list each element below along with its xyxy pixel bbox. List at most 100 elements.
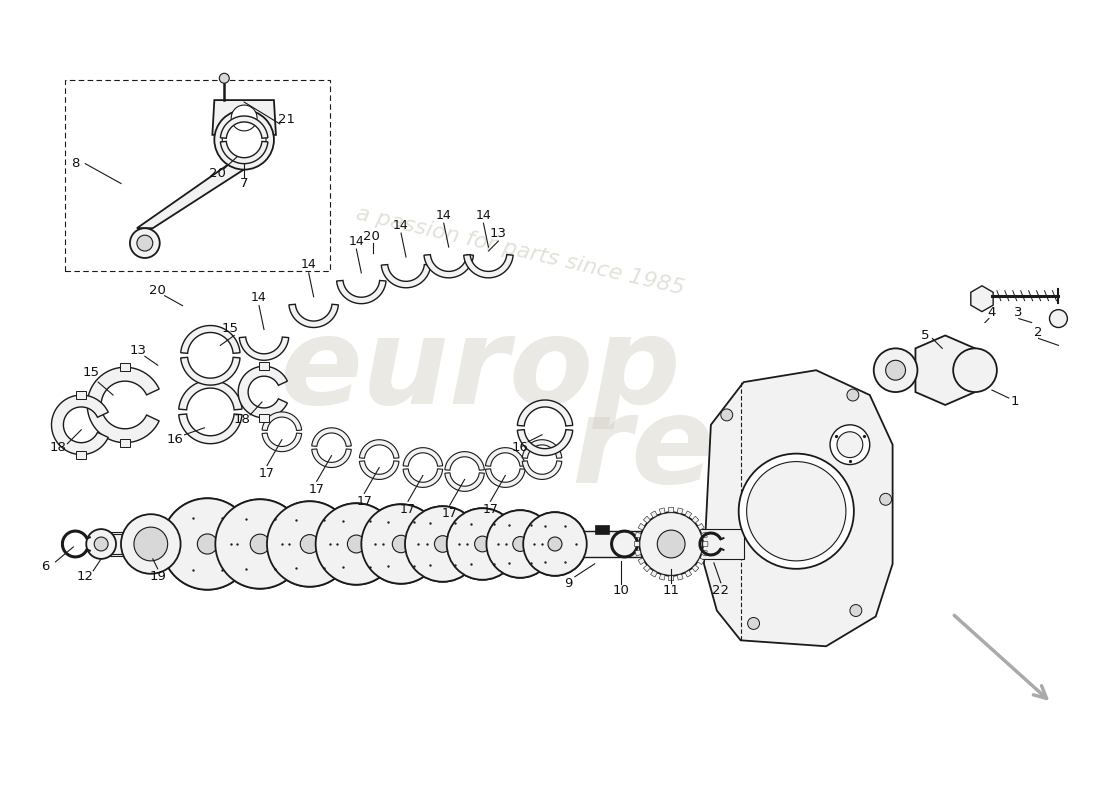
Text: 20: 20: [209, 167, 226, 180]
Text: 17: 17: [442, 506, 458, 520]
Circle shape: [447, 508, 518, 580]
Polygon shape: [915, 335, 975, 405]
Text: 17: 17: [309, 483, 324, 496]
Polygon shape: [87, 367, 160, 442]
Text: 16: 16: [166, 434, 183, 446]
Polygon shape: [638, 558, 645, 565]
Circle shape: [250, 534, 270, 554]
Circle shape: [121, 514, 180, 574]
Circle shape: [433, 534, 452, 554]
Text: 20: 20: [363, 230, 379, 242]
Bar: [76, 450, 86, 458]
Polygon shape: [356, 503, 364, 585]
Polygon shape: [697, 558, 704, 565]
Circle shape: [474, 536, 491, 552]
Text: 4: 4: [988, 306, 997, 319]
Circle shape: [524, 512, 586, 576]
Polygon shape: [697, 523, 704, 530]
Text: 14: 14: [349, 234, 364, 248]
Text: 17: 17: [483, 502, 498, 516]
Polygon shape: [520, 510, 527, 578]
Bar: [442, 522, 483, 566]
Circle shape: [216, 499, 305, 589]
Text: 8: 8: [72, 157, 79, 170]
Text: 14: 14: [393, 218, 409, 232]
Polygon shape: [444, 452, 484, 470]
Bar: [402, 522, 442, 566]
Text: 22: 22: [713, 584, 729, 597]
Bar: [120, 363, 130, 371]
Polygon shape: [644, 565, 650, 572]
Polygon shape: [464, 254, 514, 278]
Circle shape: [837, 432, 862, 458]
Text: 15: 15: [82, 366, 100, 378]
Circle shape: [830, 425, 870, 465]
Polygon shape: [424, 254, 473, 278]
Circle shape: [850, 605, 861, 617]
Circle shape: [1049, 310, 1067, 327]
Circle shape: [316, 503, 397, 585]
Circle shape: [547, 536, 563, 552]
Circle shape: [130, 228, 159, 258]
Circle shape: [393, 535, 410, 553]
Text: 7: 7: [240, 177, 249, 190]
Polygon shape: [650, 511, 657, 518]
Circle shape: [639, 512, 703, 576]
Polygon shape: [669, 576, 673, 581]
Polygon shape: [260, 499, 267, 589]
Text: 14: 14: [300, 258, 317, 271]
Polygon shape: [659, 508, 666, 514]
Polygon shape: [402, 504, 408, 584]
Polygon shape: [444, 473, 484, 491]
Text: a passion for parts since 1985: a passion for parts since 1985: [354, 203, 686, 298]
Bar: [208, 522, 260, 566]
Circle shape: [214, 110, 274, 170]
Circle shape: [231, 105, 257, 131]
Text: 13: 13: [130, 344, 146, 357]
Circle shape: [513, 537, 528, 551]
Circle shape: [346, 534, 366, 554]
Polygon shape: [635, 542, 639, 546]
Polygon shape: [262, 433, 301, 452]
Text: res: res: [571, 391, 786, 508]
Circle shape: [486, 510, 554, 578]
Circle shape: [95, 537, 108, 551]
Polygon shape: [485, 448, 525, 466]
Polygon shape: [483, 508, 490, 580]
Circle shape: [222, 118, 266, 162]
Text: 18: 18: [233, 414, 251, 426]
Polygon shape: [517, 430, 573, 455]
Circle shape: [316, 503, 397, 585]
Polygon shape: [403, 469, 442, 487]
Text: 6: 6: [42, 560, 50, 574]
Bar: [76, 391, 86, 399]
Polygon shape: [212, 100, 276, 135]
Circle shape: [720, 409, 733, 421]
Circle shape: [886, 360, 905, 380]
Circle shape: [162, 498, 253, 590]
Circle shape: [267, 502, 352, 586]
Text: 17: 17: [356, 494, 372, 508]
Polygon shape: [678, 508, 683, 514]
Bar: [520, 522, 556, 566]
Text: 19: 19: [150, 570, 166, 583]
Circle shape: [361, 504, 441, 584]
Bar: [260, 522, 310, 566]
Bar: [654, 529, 744, 559]
Bar: [483, 522, 520, 566]
Polygon shape: [289, 304, 339, 327]
Bar: [310, 522, 356, 566]
Circle shape: [447, 508, 518, 580]
Circle shape: [197, 534, 218, 554]
Polygon shape: [692, 565, 698, 572]
Polygon shape: [635, 532, 641, 538]
Text: 17: 17: [400, 502, 416, 516]
Circle shape: [86, 529, 116, 559]
Text: 14: 14: [475, 209, 492, 222]
Polygon shape: [311, 428, 351, 446]
Polygon shape: [650, 570, 657, 577]
Bar: [108, 532, 659, 556]
Text: 3: 3: [1014, 306, 1023, 319]
Circle shape: [847, 389, 859, 401]
Polygon shape: [262, 412, 301, 430]
